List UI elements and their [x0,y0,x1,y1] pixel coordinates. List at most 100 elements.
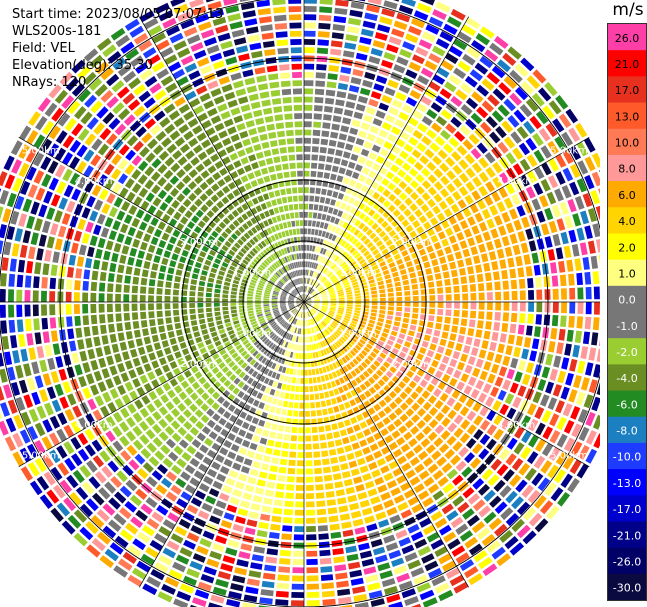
velocity-gate [464,364,473,374]
velocity-gate [364,480,375,489]
velocity-gate [198,463,209,473]
velocity-gate [594,302,600,315]
velocity-gate [111,252,119,263]
velocity-gate [162,382,172,392]
velocity-gate [323,222,329,230]
velocity-gate [27,426,39,441]
velocity-gate [404,386,413,395]
velocity-gate [467,493,480,505]
velocity-gate [287,283,293,289]
velocity-gate [115,284,122,293]
velocity-gate [287,376,293,383]
velocity-gate [338,299,345,302]
velocity-gate [299,311,302,318]
velocity-gate [240,350,248,357]
velocity-gate [125,266,133,275]
velocity-gate [304,294,306,301]
velocity-gate [153,144,164,155]
velocity-gate [302,304,304,310]
velocity-gate [268,473,277,481]
velocity-gate [214,226,223,234]
velocity-gate [197,21,212,32]
velocity-gate [497,141,509,154]
velocity-gate [158,406,168,416]
velocity-gate [438,553,452,565]
velocity-gate [395,239,403,247]
velocity-gate [360,247,368,254]
velocity-gate [166,206,175,216]
velocity-gate [357,156,367,165]
velocity-gate [341,321,348,327]
velocity-gate [205,297,212,302]
velocity-gate [315,221,321,228]
velocity-gate [280,305,286,307]
velocity-gate [142,462,154,473]
velocity-gate [268,208,275,216]
velocity-gate [107,51,122,64]
velocity-gate [271,515,282,523]
velocity-gate [504,393,515,405]
velocity-gate [184,210,193,219]
velocity-gate [467,514,480,527]
velocity-gate [388,193,397,202]
velocity-gate [159,265,167,273]
velocity-gate [101,368,110,379]
velocity-gate [399,150,409,160]
velocity-gate [577,160,589,175]
velocity-gate [314,316,319,323]
velocity-gate [305,452,313,458]
velocity-gate [396,474,407,485]
velocity-gate [179,143,190,154]
velocity-gate [264,327,271,333]
velocity-gate [341,356,348,364]
velocity-gate [398,84,411,94]
velocity-gate [120,223,129,234]
velocity-gate [486,438,497,451]
velocity-gate [161,257,169,266]
velocity-gate [349,207,357,215]
velocity-gate [132,425,143,437]
velocity-gate [559,274,567,287]
velocity-gate [278,280,284,286]
velocity-gate [501,236,510,247]
velocity-gate [249,250,256,257]
velocity-gate [97,143,109,156]
velocity-gate [98,357,107,368]
velocity-gate [472,478,485,490]
velocity-gate [336,287,343,291]
velocity-gate [499,259,507,269]
velocity-gate [173,211,182,221]
velocity-gate [271,199,277,207]
velocity-gate [49,223,59,236]
velocity-gate [397,501,409,512]
velocity-gate [374,32,388,41]
velocity-gate [20,466,33,482]
velocity-gate [540,500,554,515]
velocity-gate [46,386,57,400]
velocity-gate [416,419,426,430]
velocity-gate [431,575,446,587]
velocity-gate [511,496,524,510]
velocity-gate [294,113,303,120]
velocity-gate [265,556,278,564]
velocity-gate [295,137,303,144]
velocity-gate [205,357,213,365]
velocity-gate [350,153,359,162]
velocity-gate [438,200,448,210]
velocity-gate [27,184,38,198]
velocity-gate [468,133,480,145]
velocity-gate [255,304,262,308]
velocity-gate [381,248,389,255]
velocity-gate [427,431,438,442]
velocity-gate [131,294,138,302]
velocity-gate [41,290,47,302]
velocity-gate [298,427,304,434]
velocity-gate [190,604,198,607]
velocity-gate [159,202,169,212]
velocity-gate [194,371,203,380]
velocity-gate [222,294,229,298]
velocity-gate [323,172,331,179]
velocity-gate [77,176,88,189]
velocity-gate [213,302,220,307]
velocity-gate [363,215,371,224]
